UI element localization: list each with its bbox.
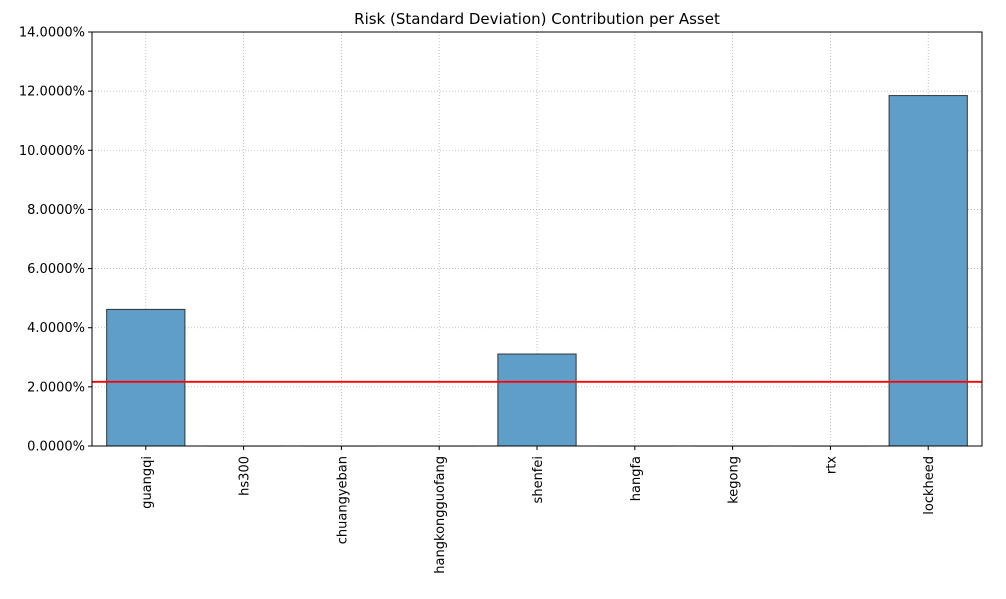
x-tick-label: chuangyeban [335, 456, 350, 544]
x-tick-label: lockheed [922, 456, 937, 515]
x-tick-label: rtx [824, 456, 839, 474]
x-tick-label: hangfa [629, 456, 644, 501]
y-tick-label: 0.0000% [27, 440, 85, 455]
x-tick-label: hs300 [238, 456, 253, 496]
bar-guangqi [106, 308, 186, 447]
bar-lockheed [888, 95, 968, 447]
x-tick-label: guangqi [140, 456, 155, 509]
y-axis: 0.0000% 2.0000% 4.0000% 6.0000% 8.0000% 10.00… [19, 26, 92, 455]
y-tick-label: 10.0000% [19, 144, 85, 159]
x-tick-label: shenfei [531, 456, 546, 503]
y-tick-label: 2.0000% [27, 380, 85, 395]
chart-title: Risk (Standard Deviation) Contribution p… [354, 10, 720, 28]
y-tick-label: 12.0000% [19, 85, 85, 100]
y-tick-label: 4.0000% [27, 321, 85, 336]
x-tick-label: kegong [727, 456, 742, 504]
y-tick-label: 14.0000% [19, 26, 85, 41]
x-tick-label: hangkongguofang [433, 456, 448, 574]
bars [106, 95, 968, 447]
y-tick-label: 6.0000% [27, 262, 85, 277]
bar-shenfei [497, 353, 577, 447]
y-tick-label: 8.0000% [27, 203, 85, 218]
x-axis: guangqi hs300 chuangyeban hangkongguofang sh… [140, 446, 937, 574]
